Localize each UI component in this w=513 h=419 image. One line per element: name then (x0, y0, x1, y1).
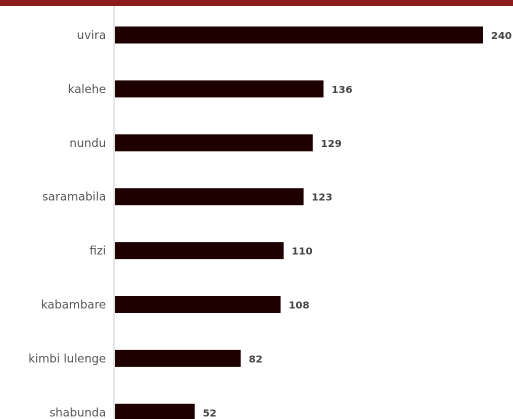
category-label-shabunda: shabunda (49, 405, 106, 419)
bar-kabambare[interactable] (115, 296, 281, 313)
value-label-fizi: 110 (292, 247, 313, 258)
value-label-uvira: 240 (491, 31, 512, 42)
header-accent-bar (0, 0, 513, 6)
value-label-kabambare: 108 (289, 301, 310, 312)
category-label-kalehe: kalehe (68, 82, 106, 96)
value-label-saramabila: 123 (312, 193, 333, 204)
category-label-uvira: uvira (77, 28, 106, 42)
bar-uvira[interactable] (115, 26, 483, 44)
bar-kalehe[interactable] (115, 80, 324, 98)
bar-fizi[interactable] (115, 242, 284, 260)
category-label-nundu: nundu (70, 136, 106, 150)
category-label-kimbi-lulenge: kimbi lulenge (28, 351, 106, 365)
value-label-shabunda: 52 (203, 408, 217, 419)
bar-series: uvira 240 kalehe 136 nundu 129 saramabila 123 fi… (28, 26, 512, 419)
bar-kimbi-lulenge[interactable] (115, 349, 241, 367)
category-label-fizi: fizi (90, 244, 106, 258)
bar-shabunda[interactable] (115, 403, 195, 419)
value-label-kalehe: 136 (332, 85, 353, 96)
bar-saramabila[interactable] (115, 188, 304, 206)
category-label-kabambare: kabambare (41, 298, 106, 312)
value-label-kimbi-lulenge: 82 (249, 354, 263, 365)
bar-nundu[interactable] (115, 134, 313, 152)
category-label-saramabila: saramabila (42, 190, 106, 204)
value-label-nundu: 129 (321, 139, 342, 150)
